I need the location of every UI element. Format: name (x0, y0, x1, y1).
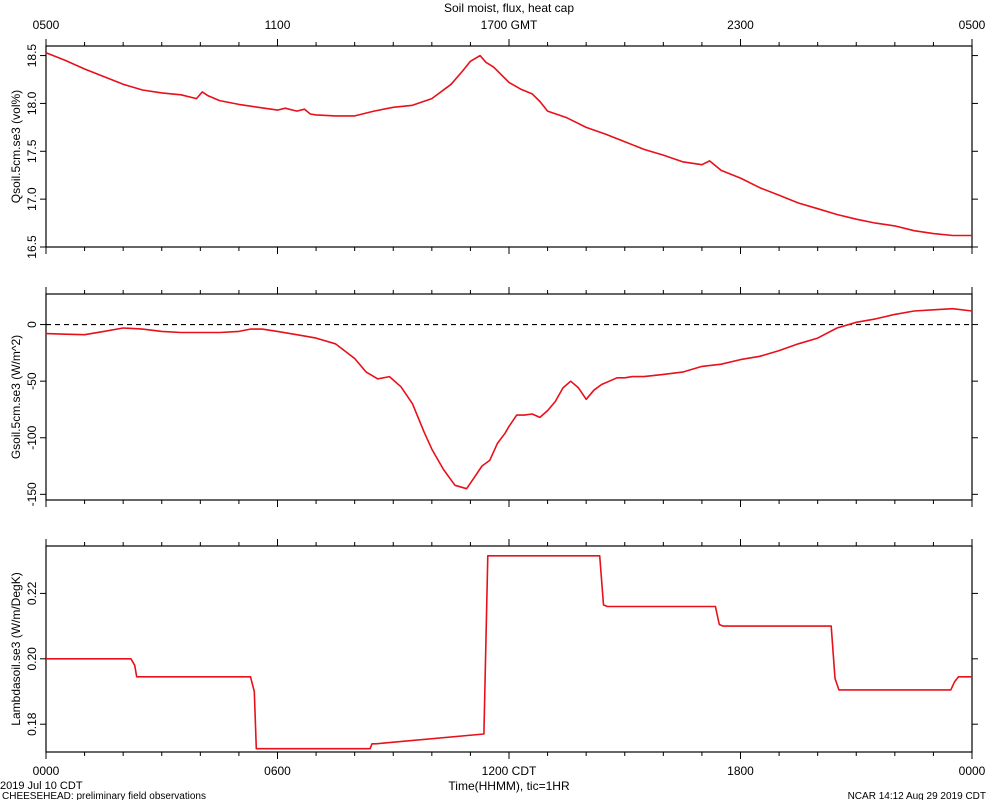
footer-project: CHEESEHEAD: preliminary field observatio… (2, 791, 206, 800)
y-tick-label: 0 (25, 321, 39, 328)
y-tick-label: 17.0 (25, 187, 39, 211)
series-line-3 (46, 554, 972, 750)
y-tick-label: 0.18 (25, 712, 39, 736)
footer-date: 2019 Jul 10 CDT (0, 780, 83, 792)
y-tick-label: 18.0 (25, 91, 39, 115)
bottom-tick-label: 0000 (959, 764, 986, 778)
y-tick-label: 16.5 (25, 235, 39, 259)
x-axis-title: Time(HHMM), tic=1HR (448, 779, 570, 793)
series-line-2 (45, 307, 973, 490)
bottom-tick-label: 0000 (33, 764, 60, 778)
y-tick-label: 0.20 (25, 647, 39, 671)
y-tick-label: 17.5 (25, 139, 39, 163)
top-tick-label: 1100 (265, 18, 291, 32)
bottom-tick-label: 1800 (727, 764, 754, 778)
top-tick-label: 2300 (727, 18, 754, 32)
bottom-tick-label: 0600 (264, 764, 291, 778)
plots-group: 16.5 17.0 17.5 18.0 18.5 Qsoil.5cm.se3 (vol%)… (9, 18, 986, 778)
y-tick-label: -100 (25, 425, 39, 449)
y-tick-label: -150 (25, 482, 39, 506)
plot-frame-1 (45, 45, 973, 248)
series-line-1 (45, 51, 972, 237)
y-tick-label: 0.22 (25, 581, 39, 605)
y-axis-title: Qsoil.5cm.se3 (vol%) (9, 90, 23, 203)
top-tick-label: 0500 (959, 18, 986, 32)
top-tick-label: 0500 (33, 18, 60, 32)
y-axis-title: Lambdasoil.se3 (W/m/DegK) (9, 572, 23, 725)
top-tick-label: 1700 GMT (481, 18, 538, 32)
bottom-tick-label: 1200 CDT (482, 764, 537, 778)
y-tick-label: -50 (25, 372, 39, 390)
chart-title: Soil moist, flux, heat cap (444, 1, 574, 15)
y-tick-label: 18.5 (25, 44, 39, 68)
y-axis-title: Gsoil.5cm.se3 (W/m^2) (9, 335, 23, 459)
footer-stamp: NCAR 14:12 Aug 29 2019 CDT (848, 791, 986, 800)
